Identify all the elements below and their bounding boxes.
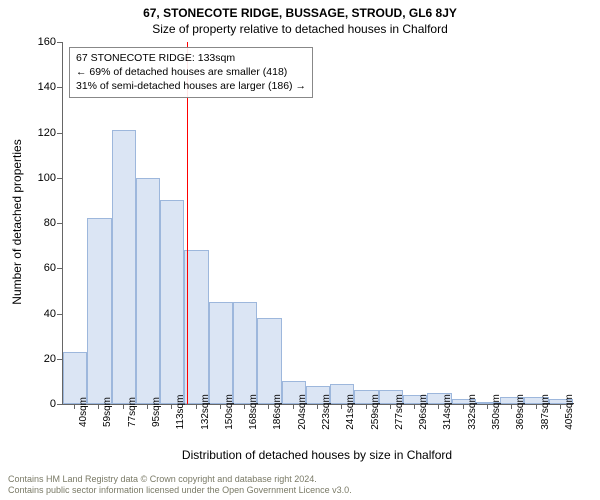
footer-attribution: Contains HM Land Registry data © Crown c… bbox=[8, 474, 352, 497]
x-tick-label: 150sqm bbox=[224, 394, 235, 430]
bar bbox=[257, 318, 281, 404]
bar bbox=[136, 178, 160, 404]
x-tick-label: 77sqm bbox=[127, 397, 138, 427]
x-axis-label: Distribution of detached houses by size … bbox=[62, 448, 572, 462]
x-tick-mark bbox=[414, 404, 415, 409]
x-tick-mark bbox=[511, 404, 512, 409]
y-tick-label: 60 bbox=[44, 262, 56, 274]
x-tick-label: 132sqm bbox=[200, 394, 211, 430]
x-tick-mark bbox=[487, 404, 488, 409]
x-tick-label: 204sqm bbox=[297, 394, 308, 430]
chart-subtitle: Size of property relative to detached ho… bbox=[0, 20, 600, 36]
x-tick-label: 59sqm bbox=[102, 397, 113, 427]
x-tick-label: 223sqm bbox=[321, 394, 332, 430]
x-tick-label: 241sqm bbox=[345, 394, 356, 430]
annotation-line-3: 31% of semi-detached houses are larger (… bbox=[76, 79, 306, 93]
y-tick-label: 100 bbox=[38, 172, 56, 184]
footer-line-1: Contains HM Land Registry data © Crown c… bbox=[8, 474, 352, 485]
x-tick-mark bbox=[220, 404, 221, 409]
x-tick-mark bbox=[560, 404, 561, 409]
x-tick-mark bbox=[293, 404, 294, 409]
x-tick-mark bbox=[536, 404, 537, 409]
y-tick-label: 120 bbox=[38, 127, 56, 139]
bar bbox=[209, 302, 233, 404]
x-tick-label: 95sqm bbox=[151, 397, 162, 427]
x-tick-mark bbox=[390, 404, 391, 409]
annotation-line-1: 67 STONECOTE RIDGE: 133sqm bbox=[76, 51, 306, 65]
bar bbox=[160, 200, 184, 404]
x-tick-mark bbox=[438, 404, 439, 409]
y-tick-label: 80 bbox=[44, 217, 56, 229]
y-ticks: 020406080100120140160 bbox=[0, 42, 62, 404]
x-tick-label: 314sqm bbox=[442, 394, 453, 430]
x-tick-mark bbox=[123, 404, 124, 409]
footer-line-2: Contains public sector information licen… bbox=[8, 485, 352, 496]
x-tick-label: 113sqm bbox=[175, 395, 186, 430]
x-tick-mark bbox=[268, 404, 269, 409]
annotation-line-2: ← 69% of detached houses are smaller (41… bbox=[76, 65, 306, 79]
x-tick-label: 405sqm bbox=[564, 394, 575, 430]
x-tick-label: 40sqm bbox=[78, 397, 89, 427]
x-tick-mark bbox=[244, 404, 245, 409]
x-tick-mark bbox=[366, 404, 367, 409]
x-tick-label: 186sqm bbox=[272, 394, 283, 430]
bar bbox=[233, 302, 257, 404]
y-tick-label: 40 bbox=[44, 308, 56, 320]
bar bbox=[184, 250, 208, 404]
y-tick-label: 160 bbox=[38, 36, 56, 48]
x-tick-mark bbox=[147, 404, 148, 409]
x-tick-mark bbox=[98, 404, 99, 409]
x-tick-label: 369sqm bbox=[515, 394, 526, 430]
y-tick-label: 140 bbox=[38, 81, 56, 93]
bar bbox=[112, 130, 136, 404]
annotation-box: 67 STONECOTE RIDGE: 133sqm ← 69% of deta… bbox=[69, 47, 313, 98]
x-tick-label: 350sqm bbox=[491, 394, 502, 430]
x-tick-mark bbox=[341, 404, 342, 409]
x-tick-label: 332sqm bbox=[467, 394, 478, 430]
y-tick-label: 0 bbox=[50, 398, 56, 410]
y-tick-label: 20 bbox=[44, 353, 56, 365]
page-title: 67, STONECOTE RIDGE, BUSSAGE, STROUD, GL… bbox=[0, 0, 600, 20]
x-tick-label: 259sqm bbox=[370, 394, 381, 430]
x-tick-label: 387sqm bbox=[540, 394, 551, 430]
x-tick-mark bbox=[317, 404, 318, 409]
x-tick-mark bbox=[196, 404, 197, 409]
plot-area: 67 STONECOTE RIDGE: 133sqm ← 69% of deta… bbox=[62, 42, 573, 405]
bar bbox=[87, 218, 111, 404]
chart-container: 67, STONECOTE RIDGE, BUSSAGE, STROUD, GL… bbox=[0, 0, 600, 500]
x-tick-mark bbox=[74, 404, 75, 409]
x-tick-label: 277sqm bbox=[394, 394, 405, 430]
x-tick-label: 168sqm bbox=[248, 394, 259, 430]
x-tick-mark bbox=[171, 404, 172, 409]
x-tick-mark bbox=[463, 404, 464, 409]
x-tick-label: 296sqm bbox=[418, 394, 429, 430]
